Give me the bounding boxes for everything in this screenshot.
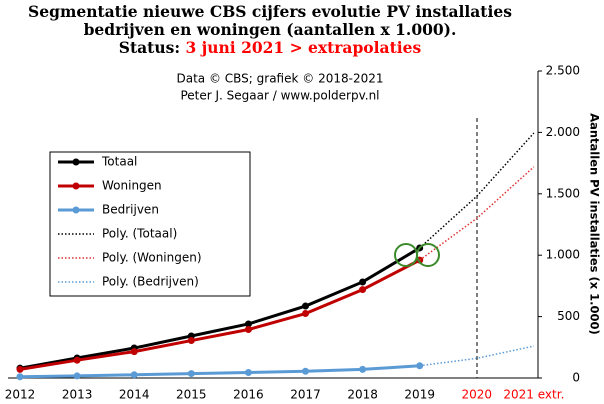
series-line [19, 246, 421, 370]
data-point [130, 371, 138, 379]
x-tick-label: 2017 [290, 388, 321, 402]
chart-title: Segmentatie nieuwe CBS cijfers evolutie … [28, 2, 512, 21]
x-tick-label: 2014 [119, 388, 150, 402]
legend-marker [72, 158, 80, 166]
legend-label: Poly. (Totaal) [102, 227, 177, 241]
data-point [302, 367, 309, 375]
status: Status: 3 juni 2021 > extrapolaties [119, 38, 422, 57]
data-point [359, 286, 367, 294]
legend [49, 151, 251, 297]
legend-marker [72, 182, 80, 190]
data-point [16, 373, 24, 381]
y-axis-label: Aantallen PV installaties (x 1.000) [588, 113, 602, 335]
data-point [244, 325, 252, 333]
x-tick-label: 2021 extr. [503, 388, 564, 402]
data-point [73, 356, 81, 364]
data-point [302, 310, 309, 318]
status-text: 3 juni 2021 > extrapolaties [185, 38, 421, 57]
x-tick-label: 2016 [233, 388, 264, 402]
data-point [187, 370, 195, 378]
x-tick-label: 2012 [5, 388, 36, 402]
y-tick-label: 2.000 [546, 125, 580, 139]
legend-label: Bedrijven [102, 203, 159, 217]
legend-marker [72, 206, 80, 214]
data-point [244, 368, 252, 376]
data-point [359, 365, 367, 373]
highlight-circle [416, 243, 440, 267]
y-tick-label: 500 [557, 309, 580, 323]
data-point [130, 348, 138, 356]
subtitle: Data © CBS; grafiek © 2018-2021 [177, 72, 384, 86]
trend-line [362, 132, 535, 283]
legend-label: Woningen [102, 179, 162, 193]
data-point [302, 302, 309, 310]
trend-line [419, 166, 535, 261]
series-line [19, 364, 420, 379]
x-tick-label: 2018 [347, 388, 378, 402]
y-tick-label: 1.000 [546, 248, 580, 262]
subtitle: Peter J. Segaar / www.polderpv.nl [180, 89, 379, 103]
x-tick-label: 2019 [404, 388, 435, 402]
data-point [244, 320, 252, 328]
y-tick-label: 1.500 [546, 186, 580, 200]
x-tick-label: 2020 [462, 388, 493, 402]
data-point [73, 372, 81, 380]
status-label: Status: [119, 38, 180, 57]
legend-label: Poly. (Bedrijven) [102, 275, 199, 289]
y-tick-label: 0 [572, 371, 580, 385]
y-tick-label: 2.500 [546, 64, 580, 78]
legend-label: Poly. (Woningen) [102, 251, 202, 265]
data-point [187, 337, 195, 345]
chart-title: bedrijven en woningen (aantallen x 1.000… [84, 20, 457, 39]
data-point [16, 365, 24, 373]
x-tick-label: 2015 [176, 388, 207, 402]
x-tick-label: 2013 [62, 388, 93, 402]
series-line [19, 258, 421, 371]
legend-label: Totaal [101, 155, 137, 169]
